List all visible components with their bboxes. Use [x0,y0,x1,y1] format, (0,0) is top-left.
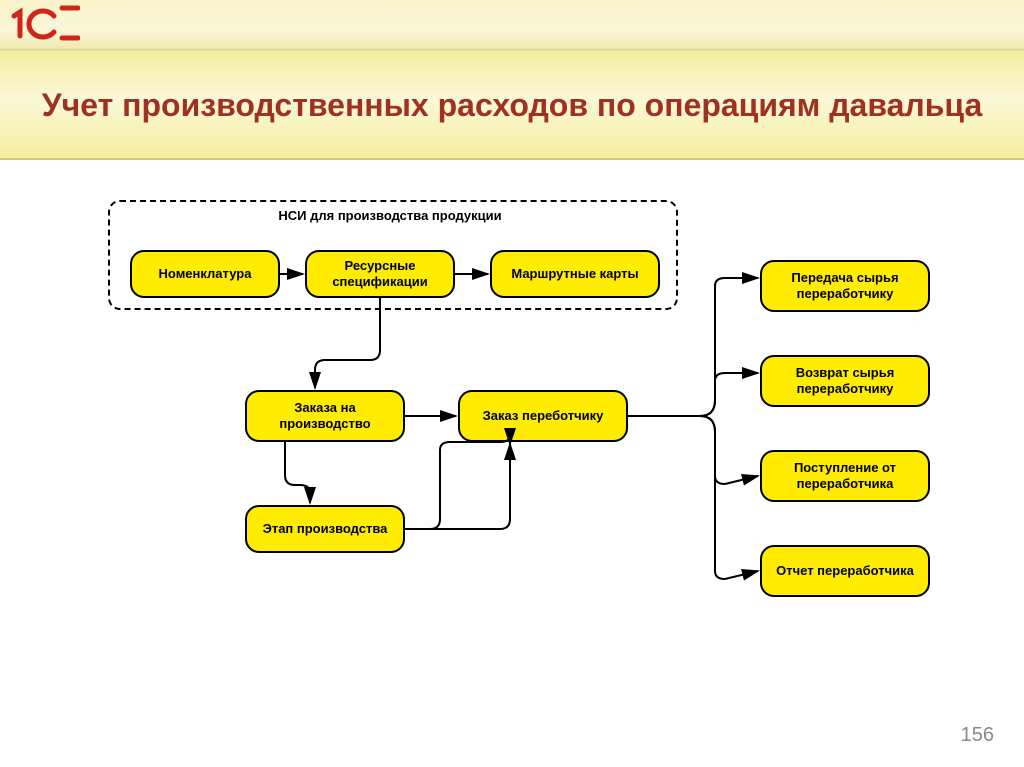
node-receipt-processor: Поступление от переработчика [760,450,930,502]
page-title: Учет производственных расходов по операц… [42,85,983,125]
node-label: Заказа на производство [255,400,395,431]
node-label: Ресурсные спецификации [315,258,445,289]
diagram-area: НСИ для производства продукции Номенклат… [0,160,1024,767]
node-label: Номенклатура [159,266,252,282]
node-raw-transfer: Передача сырья переработчику [760,260,930,312]
node-label: Передача сырья переработчику [770,270,920,301]
node-production-stage: Этап производства [245,505,405,553]
node-production-order: Заказа на производство [245,390,405,442]
node-label: Возврат сырья переработчику [770,365,920,396]
node-raw-return: Возврат сырья переработчику [760,355,930,407]
node-label: Заказ переботчику [483,408,604,424]
page-number: 156 [961,724,994,747]
node-label: Маршрутные карты [511,266,638,282]
title-band: Учет производственных расходов по операц… [0,50,1024,160]
logo-1c [10,2,80,44]
node-label: Отчет переработчика [776,563,914,579]
container-label: НСИ для производства продукции [260,208,520,223]
node-processor-order: Заказ переботчику [458,390,628,442]
node-label: Поступление от переработчика [770,460,920,491]
node-report-processor: Отчет переработчика [760,545,930,597]
node-label: Этап производства [263,521,388,537]
node-resource-spec: Ресурсные спецификации [305,250,455,298]
node-nomenclature: Номенклатура [130,250,280,298]
node-route-cards: Маршрутные карты [490,250,660,298]
top-band [0,0,1024,50]
